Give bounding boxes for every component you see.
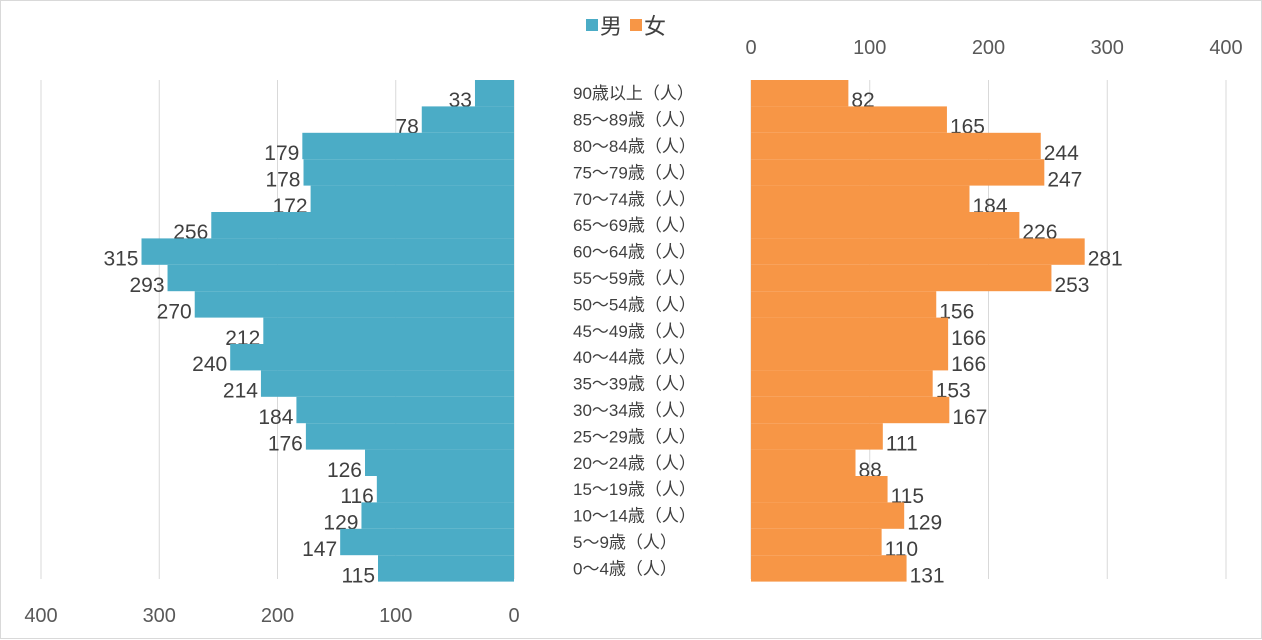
data-label-female: 131 [910,564,945,587]
bar-male [376,476,514,503]
bar-male [421,106,514,133]
category-label: 40～44歳（人） [573,348,696,367]
data-label-male: 147 [302,538,337,561]
category-label: 0～4歳（人） [573,559,677,578]
data-label-male: 293 [129,274,164,297]
bar-female [751,212,1020,239]
data-label-female: 111 [886,432,918,455]
category-label: 25～29歳（人） [573,427,696,446]
category-label: 65～69歳（人） [573,216,696,235]
bar-male [167,264,514,292]
left-axis-tick-label: 100 [379,605,412,627]
data-label-female: 281 [1088,248,1123,271]
bar-male [361,502,514,529]
bar-female [751,528,882,556]
bar-female [751,185,970,212]
data-label-male: 115 [342,564,375,587]
bar-female [751,344,949,371]
data-label-male: 126 [327,459,362,482]
legend-label-female: 女 [644,14,667,39]
bar-male [378,555,514,582]
bar-female [751,238,1085,265]
bar-female [751,80,849,107]
data-label-female: 166 [951,327,986,350]
bar-female [751,396,950,424]
bar-male [340,528,514,556]
legend: 男 女 [586,9,666,41]
bar-female [751,291,937,318]
legend-swatch-male [586,19,598,31]
legend-item-female: 女 [630,9,666,41]
legend-swatch-female [630,19,643,31]
category-label: 75～79歳（人） [573,163,696,182]
category-label: 80～84歳（人） [573,137,696,156]
bar-female [751,502,905,529]
data-label-male: 184 [258,406,293,429]
category-label: 45～49歳（人） [573,322,696,341]
data-label-male: 240 [192,353,227,376]
data-label-female: 167 [952,406,987,429]
bar-male [365,449,514,476]
right-axis-tick-label: 200 [972,37,1005,59]
category-label: 35～39歳（人） [573,375,696,394]
right-axis-tick-label: 100 [853,37,886,59]
category-label: 20～24歳（人） [573,454,696,473]
bar-male [296,396,514,424]
category-label: 50～54歳（人） [573,295,696,314]
legend-label-male: 男 [600,14,623,39]
data-label-male: 179 [264,142,299,165]
data-label-male: 270 [157,300,192,323]
bar-female [751,555,907,582]
bar-male [230,344,514,371]
data-label-male: 178 [265,168,300,191]
data-label-male: 214 [223,380,258,403]
right-axis-tick-label: 0 [745,37,756,59]
bar-male [305,423,514,450]
bar-female [751,370,933,397]
bar-male [474,80,514,107]
data-label-female: 129 [907,512,942,535]
bar-male [263,317,514,344]
bar-male [302,132,514,160]
right-axis-tick-label: 400 [1209,37,1242,59]
category-label: 5～9歳（人） [573,533,677,552]
bar-female [751,106,947,133]
category-label: 55～59歳（人） [573,269,696,288]
legend-item-male: 男 [586,9,622,41]
left-axis-tick-label: 400 [24,605,57,627]
category-label: 10～14歳（人） [573,507,696,526]
data-label-female: 244 [1044,142,1079,165]
bar-male [211,212,514,239]
bar-male [194,291,514,318]
bar-female [751,317,949,344]
category-label: 30～34歳（人） [573,401,696,420]
data-label-male: 315 [103,248,138,271]
bar-male [310,185,514,212]
data-label-female: 253 [1054,274,1089,297]
bar-male [141,238,514,265]
bar-female [751,264,1052,292]
category-label: 90歳以上（人） [573,84,694,103]
category-label: 15～19歳（人） [573,480,696,499]
bar-female [751,132,1041,160]
data-label-male: 176 [268,432,303,455]
bar-male [303,159,514,186]
left-axis-tick-label: 200 [261,605,294,627]
bar-female [751,159,1045,186]
data-label-female: 166 [951,353,986,376]
bar-male [260,370,514,397]
bar-female [751,423,883,450]
left-axis-tick-label: 300 [143,605,176,627]
category-label: 70～74歳（人） [573,190,696,209]
category-label: 60～64歳（人） [573,243,696,262]
left-axis-tick-label: 0 [508,605,519,627]
bar-female [751,476,888,503]
category-label: 85～89歳（人） [573,111,696,130]
bar-female [751,449,856,476]
data-label-female: 247 [1047,168,1082,191]
right-axis-tick-label: 300 [1091,37,1124,59]
